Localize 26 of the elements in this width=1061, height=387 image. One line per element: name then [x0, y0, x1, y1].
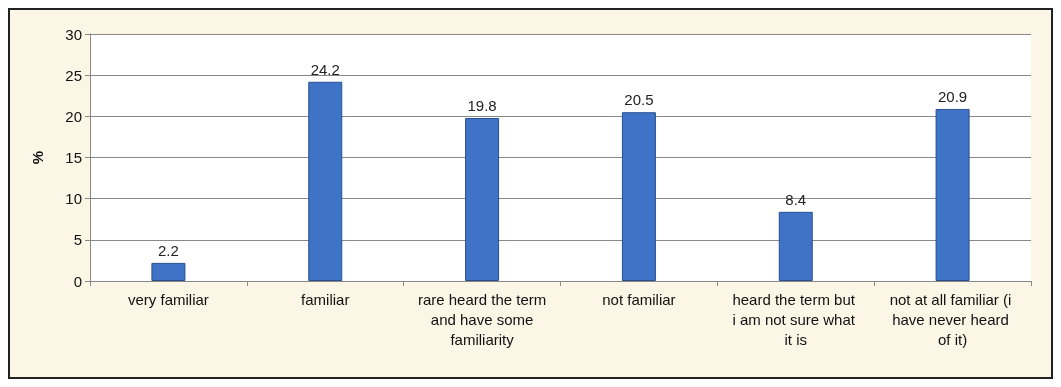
y-tick-label: 10	[65, 190, 82, 208]
data-label: 20.9	[937, 87, 968, 105]
bar	[465, 117, 500, 281]
y-tick-label: 20	[65, 107, 82, 125]
x-tick-label: not at all familiar (i have never heard of it)	[889, 290, 1016, 348]
y-tick-label: 5	[73, 231, 82, 249]
data-label: 19.8	[467, 96, 497, 114]
y-tick-label: 15	[65, 149, 82, 166]
bar	[151, 262, 186, 281]
x-tick-label: familiar	[301, 290, 350, 308]
y-axis-title: %	[29, 150, 46, 165]
y-tick-label: 0	[73, 272, 82, 290]
x-tick-label: rare heard the term and have some familiarity	[417, 290, 547, 348]
data-label: 24.2	[310, 60, 340, 78]
y-tick-label: 30	[65, 25, 82, 43]
bar	[621, 112, 656, 281]
x-tick-label: very familiar	[127, 290, 209, 308]
bar	[935, 108, 970, 281]
bar	[778, 211, 813, 281]
x-tick-label: heard the term but i am not sure what it is	[732, 290, 860, 348]
bar	[308, 81, 343, 281]
data-label: 20.5	[624, 91, 654, 109]
x-tick-label: not familiar	[602, 290, 676, 308]
y-tick-label: 25	[65, 66, 82, 84]
data-label: 2.2	[157, 241, 179, 259]
data-label: 8.4	[785, 190, 807, 208]
